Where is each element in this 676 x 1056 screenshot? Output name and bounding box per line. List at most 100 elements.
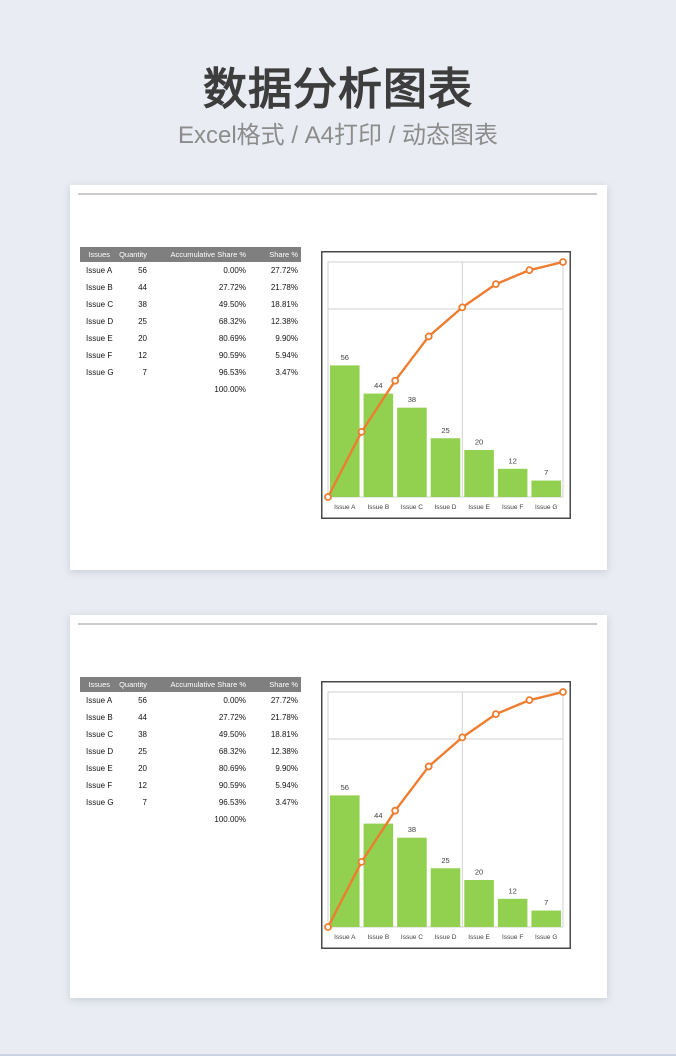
table-cell: 96.53% — [218, 798, 246, 807]
table-cell: 7 — [142, 798, 147, 807]
x-axis-label: Issue B — [368, 504, 390, 511]
table-cell: 56 — [138, 696, 147, 705]
table-cell: Issue A — [86, 266, 113, 275]
table-row: Issue G 7 96.53% 3.47% — [80, 794, 301, 811]
x-axis-label: Issue A — [334, 504, 356, 511]
table-cell: 5.94% — [275, 781, 298, 790]
table-header-row: Issues Quantity Accumulative Share % Share … — [80, 247, 301, 262]
bar-value-label: 20 — [475, 438, 483, 447]
table-row: Issue G 7 96.53% 3.47% — [80, 364, 301, 381]
table-cell: 0.00% — [223, 266, 246, 275]
line-marker — [491, 280, 500, 289]
table-cell: 25 — [138, 747, 147, 756]
bar-issue-d — [430, 868, 461, 927]
table-row: Issue A 56 0.00% 27.72% — [80, 692, 301, 709]
table-row: Issue B 44 27.72% 21.78% — [80, 709, 301, 726]
table-header-accumulative-share: Accumulative Share % — [150, 677, 249, 692]
table-row: Issue A 56 0.00% 27.72% — [80, 262, 301, 279]
line-marker — [525, 696, 534, 705]
bar-value-label: 38 — [408, 395, 416, 404]
table-row: 100.00% — [80, 811, 301, 828]
x-axis-label: Issue B — [368, 934, 390, 941]
table-cell: Issue E — [86, 764, 113, 773]
table-cell: Issue D — [86, 747, 114, 756]
bar-issue-e — [464, 450, 494, 497]
bar-value-label: 7 — [544, 468, 548, 477]
line-marker — [458, 733, 467, 742]
bar-issue-c — [397, 407, 427, 497]
line-marker — [559, 258, 567, 266]
line-marker — [491, 710, 500, 719]
table-cell: 49.50% — [218, 730, 246, 739]
table-row: Issue F 12 90.59% 5.94% — [80, 777, 301, 794]
table-cell: Issue E — [86, 334, 113, 343]
table-cell: Issue C — [86, 730, 114, 739]
table-cell: 5.94% — [275, 351, 298, 360]
table-header-issues: Issues — [80, 247, 113, 262]
table-row: Issue B 44 27.72% 21.78% — [80, 279, 301, 296]
table-cell: 25 — [138, 317, 147, 326]
table-cell: 21.78% — [270, 283, 298, 292]
bar-issue-a — [330, 795, 360, 927]
line-marker — [559, 688, 567, 696]
bar-value-label: 25 — [441, 426, 449, 435]
table-cell: 18.81% — [270, 300, 298, 309]
table-header-share: Share % — [249, 677, 301, 692]
table-cell: 27.72% — [270, 696, 298, 705]
table-row: Issue D 25 68.32% 12.38% — [80, 743, 301, 760]
table-cell: 38 — [138, 300, 147, 309]
table-row: Issue D 25 68.32% 12.38% — [80, 313, 301, 330]
x-axis-label: Issue C — [401, 504, 423, 511]
table-cell — [113, 811, 150, 828]
bar-value-label: 44 — [374, 811, 382, 820]
table-cell — [249, 381, 301, 398]
table-cell: Issue G — [86, 368, 114, 377]
table-row: Issue E 20 80.69% 9.90% — [80, 330, 301, 347]
bar-issue-b — [363, 823, 394, 927]
x-axis-label: Issue F — [502, 934, 523, 941]
table-cell: Issue A — [86, 696, 113, 705]
table-row: Issue F 12 90.59% 5.94% — [80, 347, 301, 364]
bar-issue-a — [330, 365, 360, 497]
table-cell: 56 — [138, 266, 147, 275]
x-axis-label: Issue E — [468, 504, 490, 511]
table-cell: Issue D — [86, 317, 114, 326]
cumulative-line — [326, 690, 564, 928]
table-cell: Issue B — [86, 283, 113, 292]
table-cell: 80.69% — [218, 764, 246, 773]
line-marker — [458, 303, 467, 312]
table-cell: 80.69% — [218, 334, 246, 343]
bar-value-label: 12 — [508, 456, 516, 465]
table-row: Issue E 20 80.69% 9.90% — [80, 760, 301, 777]
pareto-data-table: Issues Quantity Accumulative Share % Share … — [80, 247, 301, 398]
table-header-quantity: Quantity — [113, 677, 150, 692]
table-cell: 90.59% — [218, 351, 246, 360]
table-cell — [249, 811, 301, 828]
bar-issue-b — [363, 393, 394, 497]
table-header-quantity: Quantity — [113, 247, 150, 262]
line-marker — [357, 857, 366, 866]
table-header-row: Issues Quantity Accumulative Share % Share … — [80, 677, 301, 692]
x-axis-label: Issue E — [468, 934, 490, 941]
bar-value-label: 44 — [374, 381, 382, 390]
bar-issue-f — [497, 898, 528, 927]
bar-issue-g — [531, 480, 561, 497]
table-cell — [113, 381, 150, 398]
table-cell: 12 — [138, 781, 147, 790]
table-cell: 9.90% — [275, 764, 298, 773]
table-cell: 20 — [138, 764, 147, 773]
preview-panel-2: Issues Quantity Accumulative Share % Share … — [70, 615, 607, 998]
bar-value-label: 12 — [508, 886, 516, 895]
bar-issue-g — [531, 910, 561, 927]
table-cell: 3.47% — [275, 798, 298, 807]
table-row: Issue C 38 49.50% 18.81% — [80, 726, 301, 743]
table-cell: 44 — [138, 283, 147, 292]
table-cell: 9.90% — [275, 334, 298, 343]
table-cell: 100.00% — [214, 385, 246, 394]
table-header-share: Share % — [249, 247, 301, 262]
line-marker — [391, 376, 400, 385]
bar-value-label: 25 — [441, 856, 449, 865]
pareto-chart: 56 Issue A 44 Issue B 38 Issue C 25 Issue D 20 Is… — [321, 681, 571, 949]
table-header-accumulative-share: Accumulative Share % — [150, 247, 249, 262]
x-axis-label: Issue F — [502, 504, 523, 511]
